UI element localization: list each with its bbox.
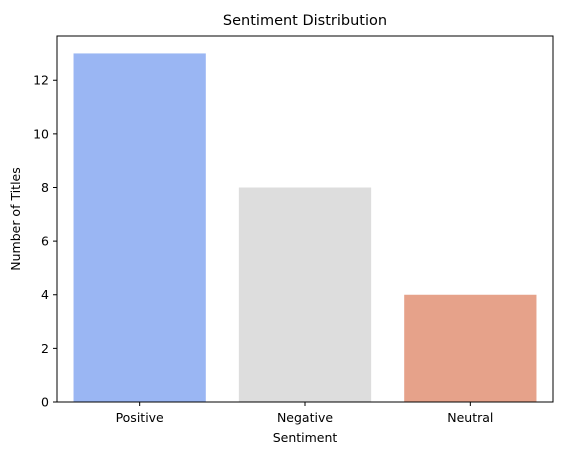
bar-negative bbox=[238, 187, 372, 402]
y-tick-label: 6 bbox=[41, 234, 49, 249]
y-tick-label: 8 bbox=[41, 180, 49, 195]
x-tick-label: Neutral bbox=[447, 410, 493, 425]
bar-neutral bbox=[404, 294, 537, 402]
plot-frame bbox=[56, 35, 554, 403]
y-tick-label: 4 bbox=[41, 287, 49, 302]
y-tick-label: 10 bbox=[33, 126, 49, 141]
bars-group bbox=[73, 53, 537, 403]
x-tick-label: Negative bbox=[277, 410, 333, 425]
y-tick-label: 0 bbox=[41, 395, 49, 410]
y-axis-label: Number of Titles bbox=[8, 167, 23, 271]
y-tick-label: 12 bbox=[33, 73, 49, 88]
x-axis-ticks: Positive Negative Neutral bbox=[116, 402, 493, 425]
x-tick-label: Positive bbox=[116, 410, 164, 425]
y-axis-ticks: 0 2 4 6 8 10 12 bbox=[33, 73, 57, 410]
chart-title: Sentiment Distribution bbox=[223, 13, 387, 29]
x-axis-label: Sentiment bbox=[273, 430, 338, 445]
bar-positive bbox=[73, 53, 206, 403]
y-tick-label: 2 bbox=[41, 341, 49, 356]
